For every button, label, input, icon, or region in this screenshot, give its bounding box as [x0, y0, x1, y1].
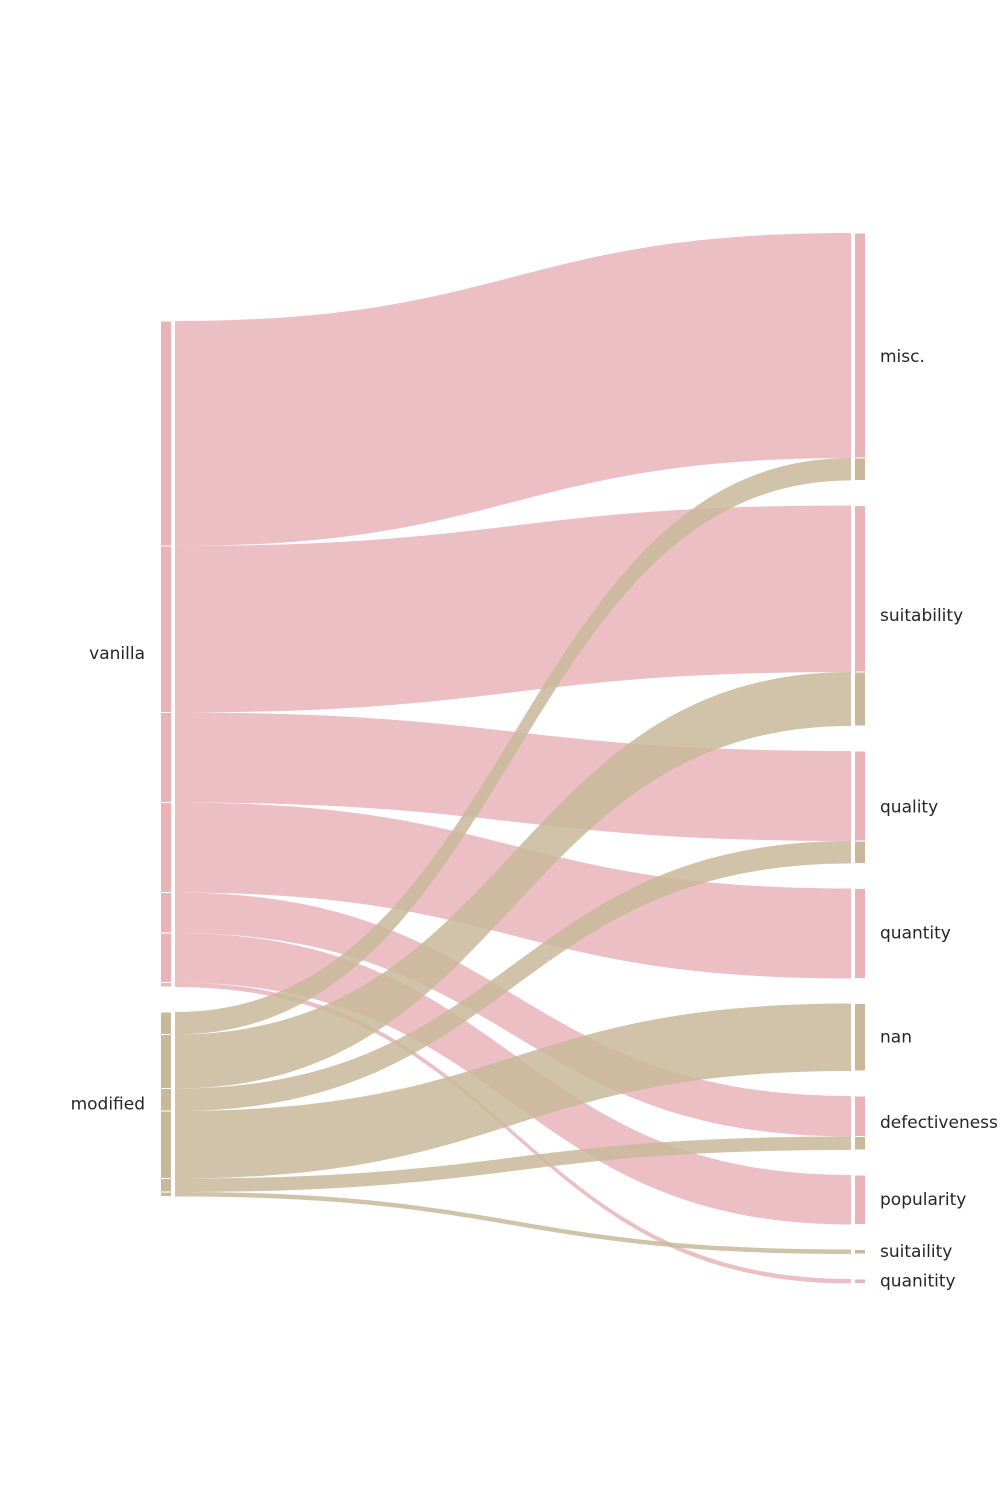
flows-layer — [175, 233, 851, 1284]
node-label-modified: modified — [71, 1094, 145, 1114]
node-bar-suitaility-segment — [855, 1250, 865, 1254]
node-label-misc: misc. — [880, 347, 925, 367]
node-bar-vanilla-segment — [161, 803, 171, 892]
node-bar-nan-segment — [855, 1004, 865, 1071]
flow-vanilla-to-suitability — [175, 505, 851, 713]
node-bar-popularity-segment — [855, 1175, 865, 1224]
node-label-quanitity: quanitity — [880, 1271, 956, 1291]
flow-modified-to-suitability — [175, 672, 851, 1089]
node-bars-layer — [161, 233, 865, 1283]
node-bar-modified-segment — [161, 1111, 171, 1178]
node-label-vanilla: vanilla — [89, 644, 145, 664]
node-bar-quality-segment — [855, 841, 865, 863]
node-bar-suitability-segment — [855, 672, 865, 726]
node-bar-vanilla-segment — [161, 713, 171, 802]
node-bar-vanilla-segment — [161, 546, 171, 712]
node-bar-vanilla-segment — [161, 933, 171, 982]
node-bar-suitability-segment — [855, 506, 865, 672]
node-bar-quanitity-segment — [855, 1279, 865, 1283]
flow-vanilla-to-quanitity — [175, 982, 851, 1284]
node-label-nan: nan — [880, 1027, 912, 1047]
node-bar-modified-segment — [161, 1179, 171, 1192]
node-label-popularity: popularity — [880, 1190, 966, 1210]
node-bar-modified-segment — [161, 1012, 171, 1034]
flow-modified-to-quality — [175, 841, 851, 1111]
node-bar-defectiveness-segment — [855, 1096, 865, 1136]
node-bar-defectiveness-segment — [855, 1137, 865, 1150]
node-bar-modified-segment — [161, 1192, 171, 1196]
node-label-quality: quality — [880, 797, 938, 817]
flow-modified-to-defectiveness — [175, 1136, 851, 1192]
node-label-suitaility: suitaility — [880, 1242, 952, 1262]
flow-modified-to-nan — [175, 1003, 851, 1179]
node-bar-quality-segment — [855, 751, 865, 841]
node-bar-modified-segment — [161, 1035, 171, 1088]
node-bar-vanilla-segment — [161, 893, 171, 933]
flow-modified-to-suitaility — [175, 1192, 851, 1254]
flow-vanilla-to-misc — [175, 233, 851, 546]
node-label-suitability: suitability — [880, 606, 963, 626]
node-bar-vanilla-segment — [161, 983, 171, 987]
node-label-quantity: quantity — [880, 924, 951, 944]
node-labels-layer: vanilla modified misc. suitability quality qu… — [71, 347, 998, 1292]
node-bar-quantity-segment — [855, 889, 865, 978]
node-bar-misc-segment — [855, 233, 865, 458]
node-bar-vanilla-segment — [161, 321, 171, 546]
flow-vanilla-to-quality — [175, 712, 851, 841]
node-label-defectiveness: defectiveness — [880, 1113, 998, 1133]
flow-modified-to-misc — [175, 458, 851, 1035]
node-bar-modified-segment — [161, 1089, 171, 1111]
node-bar-misc-segment — [855, 458, 865, 480]
